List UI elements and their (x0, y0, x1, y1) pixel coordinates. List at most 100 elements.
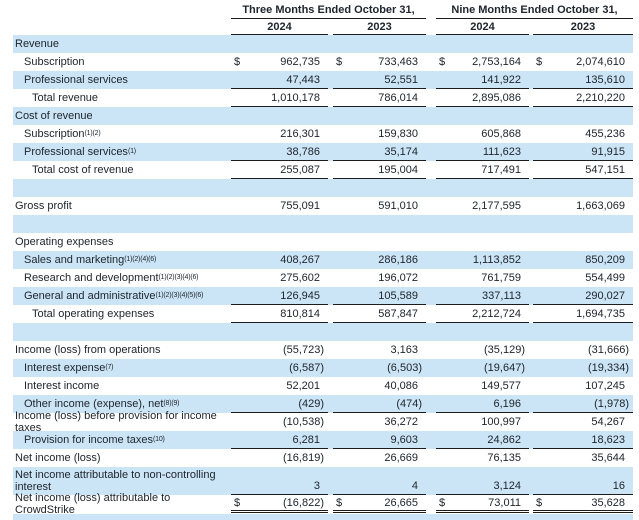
year-column-header-text: 2024 (267, 20, 292, 33)
dollar-sign (336, 200, 339, 212)
value-cell: 196,072 (333, 269, 426, 287)
value-text: 455,236 (585, 128, 625, 140)
value-text: 52,201 (286, 380, 320, 392)
value-cell: 35,644 (533, 449, 633, 467)
value-cell: 337,113 (436, 287, 529, 305)
value-cell: 605,868 (436, 125, 529, 143)
value-text: 1,010,178 (271, 91, 320, 104)
row-label: Operating expenses (13, 233, 231, 251)
value-cell: $ (16,822) (231, 495, 328, 513)
row-label-text: Gross profit (15, 199, 72, 212)
value-cell: 2,210,220 (533, 89, 633, 107)
value-cell (436, 107, 529, 125)
value-text: 141,922 (481, 73, 521, 86)
value-text: (19,334) (588, 362, 629, 374)
table-row: Net income (loss) attributable to CrowdS… (13, 492, 633, 516)
row-label: Subscription (1)(2) (24, 127, 101, 140)
value-text: 159,830 (378, 128, 418, 140)
value-text: 40,086 (384, 380, 418, 392)
value-cell: 6,196 (436, 395, 529, 413)
dollar-sign (536, 434, 539, 446)
year-column-header: 2024 (231, 19, 328, 35)
value-text: 275,602 (280, 272, 320, 284)
value-cell: 52,201 (231, 377, 328, 395)
dollar-sign (536, 308, 539, 320)
dollar-sign (336, 362, 339, 374)
spacer-row (13, 179, 633, 197)
row-label-text: Net income attributable to non-controlli… (15, 469, 216, 494)
dollar-sign (439, 164, 442, 176)
dollar-sign (336, 128, 339, 140)
value-text: (19,647) (484, 362, 525, 374)
year-column-header: 2024 (436, 19, 529, 35)
row-label-text: Interest expense (24, 361, 106, 374)
value-text: 135,610 (585, 73, 625, 86)
column-gap (426, 359, 436, 377)
value-cell: 255,087 (231, 161, 328, 179)
value-cell: 40,086 (333, 377, 426, 395)
value-text: 733,463 (378, 56, 418, 68)
dollar-sign (234, 398, 237, 410)
table-row: Gross profit 755,091 591,010 2,177,595 1… (13, 197, 633, 215)
value-text: (6,503) (387, 362, 422, 374)
row-label-text: Operating expenses (15, 235, 114, 248)
column-gap (426, 53, 436, 71)
value-text: (16,822) (283, 496, 324, 509)
value-cell: 810,814 (231, 305, 328, 323)
column-gap (426, 269, 436, 287)
value-text: 6,196 (493, 397, 521, 410)
column-gap (426, 431, 436, 449)
value-text: 36,272 (384, 416, 418, 428)
table-row: Income (loss) from operations (55,723) 3… (13, 341, 633, 359)
period-group-title-text: Three Months Ended October 31, (242, 4, 415, 16)
period-group-title: Nine Months Ended October 31, (436, 2, 633, 19)
value-cell: $733,463 (333, 53, 426, 71)
spacer-row (13, 323, 633, 341)
dollar-sign (336, 38, 339, 50)
dollar-sign (336, 380, 339, 392)
value-cell: 547,151 (533, 161, 633, 179)
dollar-sign (439, 110, 442, 122)
value-text: 149,577 (481, 380, 521, 392)
dollar-sign (234, 290, 237, 302)
value-cell: 9,603 (333, 431, 426, 449)
dollar-sign (234, 128, 237, 140)
row-label: Total cost of revenue (13, 161, 231, 179)
value-text: 554,499 (585, 272, 625, 284)
value-cell: (429) (231, 395, 328, 413)
dollar-sign (439, 434, 442, 446)
row-label-text: Cost of revenue (15, 109, 93, 122)
value-cell: 135,610 (533, 71, 633, 89)
column-gap (426, 2, 436, 19)
table-row: Other income (expense), net (8)(9) (429) … (13, 395, 633, 413)
value-cell (231, 233, 328, 251)
value-text: 105,589 (378, 289, 418, 302)
row-label: Net income attributable to non-controlli… (13, 467, 231, 495)
value-cell: 286,186 (333, 251, 426, 269)
row-label: Professional services (1) (24, 145, 136, 158)
dollar-sign (439, 236, 442, 248)
value-text: 47,443 (286, 73, 320, 86)
year-column-header-text: 2023 (570, 20, 596, 33)
dollar-sign (439, 308, 442, 320)
value-text: (474) (396, 397, 422, 410)
value-text: 107,245 (585, 380, 625, 392)
value-cell: 3 (231, 467, 328, 495)
dollar-sign (439, 344, 442, 356)
column-gap (426, 341, 436, 359)
dollar-sign (336, 236, 339, 248)
dollar-sign (439, 380, 442, 392)
row-label-text: Total operating expenses (32, 307, 155, 320)
table-row: Sales and marketing (1)(2)(4)(6) 408,267 … (13, 251, 633, 269)
value-cell: 587,847 (333, 305, 426, 323)
value-text: 38,786 (286, 145, 320, 158)
dollar-sign (234, 308, 237, 320)
row-label: Other income (expense), net (8)(9) (24, 397, 180, 410)
value-text: 18,623 (591, 433, 625, 446)
value-text: 16 (612, 480, 625, 492)
column-gap (426, 467, 436, 495)
dollar-sign (234, 38, 237, 50)
row-label: Income (loss) from operations (13, 341, 231, 359)
dollar-sign (234, 164, 237, 176)
spacer-row (13, 215, 633, 233)
